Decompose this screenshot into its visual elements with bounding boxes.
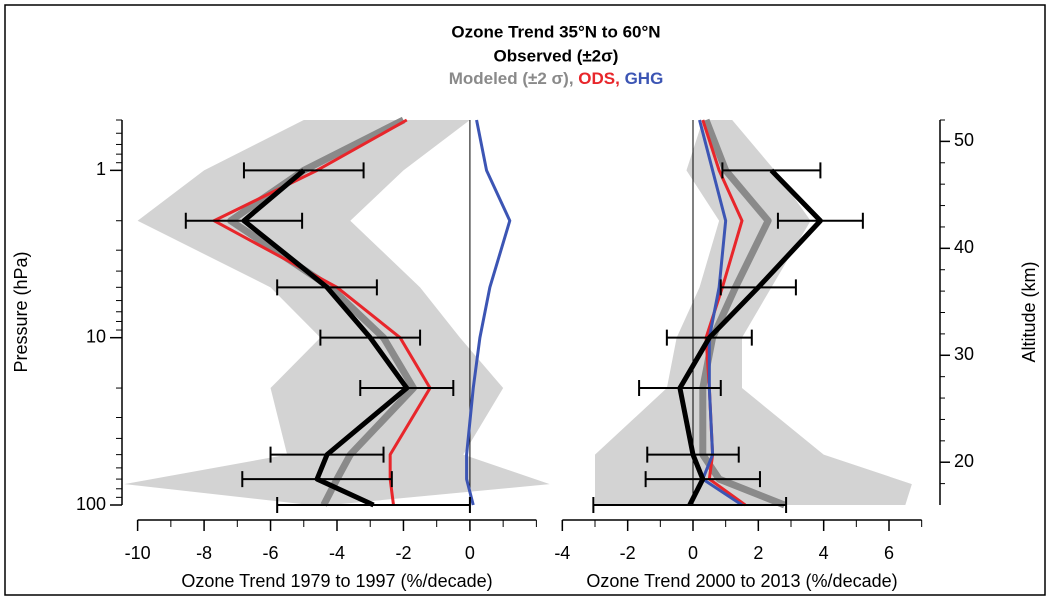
- error-bar: [721, 162, 822, 179]
- y2-tick-label: 50: [954, 130, 974, 150]
- legend-ods: ODS,: [578, 69, 620, 88]
- x-tick-label: -2: [395, 543, 411, 563]
- legend-ghg: GHG: [625, 69, 664, 88]
- x-tick-label: -8: [196, 543, 212, 563]
- x-axis-label: Ozone Trend 1979 to 1997 (%/decade): [181, 571, 492, 591]
- y2-tick-label: 40: [954, 237, 974, 257]
- x-tick-label: 0: [688, 543, 698, 563]
- x-tick-label: -2: [620, 543, 636, 563]
- x-tick-label: -4: [329, 543, 345, 563]
- error-bar: [276, 497, 471, 513]
- error-bar: [359, 380, 455, 397]
- x-axis-label: Ozone Trend 2000 to 2013 (%/decade): [586, 571, 897, 591]
- y-tick-label: 1: [96, 159, 106, 179]
- model-band: [595, 120, 912, 505]
- y-tick-label: 100: [76, 494, 106, 514]
- frame: [4, 4, 1046, 596]
- x-tick-label: -10: [125, 543, 151, 563]
- y2-tick-label: 30: [954, 344, 974, 364]
- x-tick-label: 4: [819, 543, 829, 563]
- y2-tick-label: 20: [954, 451, 974, 471]
- error-bar: [269, 446, 385, 463]
- y-tick-label: 10: [86, 326, 106, 346]
- error-bar: [646, 446, 740, 463]
- model-band: [124, 120, 550, 505]
- y2-axis-label: Altitude (km): [1019, 261, 1039, 362]
- x-tick-label: -4: [554, 543, 570, 563]
- error-bar: [776, 212, 864, 229]
- error-bar: [276, 279, 378, 296]
- error-bar: [184, 212, 304, 229]
- legend-modeled: Modeled (±2 σ),: [449, 69, 574, 88]
- x-tick-label: 6: [884, 543, 894, 563]
- error-bar: [241, 471, 393, 488]
- x-tick-label: -6: [263, 543, 279, 563]
- error-bar: [592, 497, 788, 513]
- error-bar: [242, 162, 365, 179]
- error-bar: [319, 329, 422, 346]
- legend: Modeled (±2 σ), ODS, GHG: [449, 69, 664, 88]
- error-bar: [665, 329, 753, 346]
- x-tick-label: 2: [753, 543, 763, 563]
- chart-title: Ozone Trend 35°N to 60°N: [451, 22, 660, 41]
- model-line: [465, 119, 512, 506]
- error-bar: [644, 471, 761, 488]
- observed-line: [677, 168, 823, 507]
- error-bar: [638, 380, 722, 397]
- error-bar: [719, 279, 797, 296]
- legend-observed: Observed (±2σ): [494, 46, 619, 65]
- x-tick-label: 0: [465, 543, 475, 563]
- observed-line: [241, 168, 410, 508]
- y-axis-label: Pressure (hPa): [11, 251, 31, 372]
